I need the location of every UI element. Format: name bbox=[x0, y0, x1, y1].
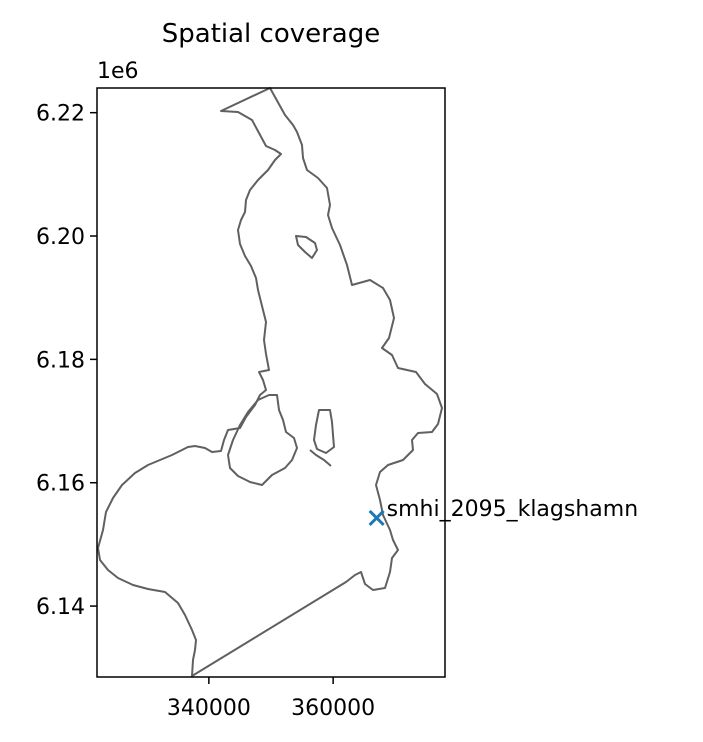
x-axis: 340000 360000 bbox=[167, 677, 375, 721]
station-markers: smhi_2095_klagshamn bbox=[368, 497, 638, 526]
coastline-main bbox=[97, 87, 443, 677]
x-tick-label: 360000 bbox=[291, 696, 375, 721]
station-label: smhi_2095_klagshamn bbox=[387, 497, 638, 522]
station-marker-stroke bbox=[368, 509, 385, 526]
y-offset-label: 1e6 bbox=[97, 59, 139, 84]
coastline-sliver bbox=[309, 449, 332, 467]
y-tick-label: 6.18 bbox=[36, 348, 85, 373]
plot-frame bbox=[96, 87, 446, 678]
y-tick-label: 6.16 bbox=[36, 472, 85, 497]
coastline-outline bbox=[97, 87, 443, 677]
coastline-island-north bbox=[295, 235, 318, 259]
station-marker bbox=[368, 509, 385, 526]
coastline-island-center bbox=[227, 394, 298, 486]
chart-title: Spatial coverage bbox=[162, 19, 381, 49]
x-tick-label: 340000 bbox=[167, 696, 251, 721]
y-tick-label: 6.20 bbox=[36, 225, 85, 250]
y-tick-label: 6.22 bbox=[36, 102, 85, 127]
coastline-island-east bbox=[313, 409, 335, 454]
y-tick-label: 6.14 bbox=[36, 595, 85, 620]
y-axis: 6.14 6.16 6.18 6.20 6.22 bbox=[36, 102, 97, 620]
